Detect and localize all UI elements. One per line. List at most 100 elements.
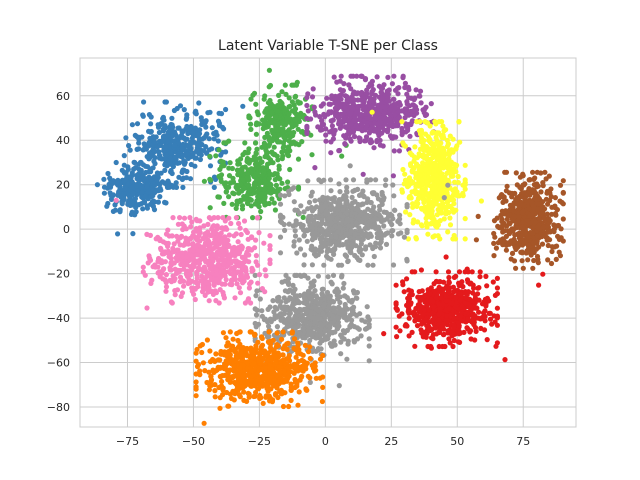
scatter-point [325,274,331,280]
scatter-point [187,247,193,253]
scatter-point [385,74,391,80]
scatter-point [148,176,154,182]
scatter-point [162,167,168,173]
scatter-point [358,238,365,244]
scatter-point [419,189,425,195]
scatter-point [312,230,318,236]
scatter-point [325,195,331,201]
scatter-point [327,129,333,135]
scatter-point [286,95,292,101]
scatter-point [171,241,177,247]
scatter-point [391,73,397,79]
scatter-point [429,130,435,136]
scatter-point [300,326,306,332]
scatter-point [192,285,198,292]
scatter-point [341,115,347,121]
scatter-point [271,132,277,138]
scatter-point [532,175,538,181]
scatter-point [362,225,368,232]
scatter-point [436,208,442,214]
scatter-point [348,247,354,253]
scatter-point [269,196,275,202]
scatter-point [370,262,376,268]
scatter-point [462,162,468,168]
scatter-point [321,262,327,268]
scatter-point [283,91,289,97]
scatter-point [331,251,337,257]
scatter-point [304,227,310,233]
scatter-point [305,327,312,333]
scatter-point [201,178,207,184]
scatter-point [168,299,174,305]
scatter-point [291,199,297,205]
scatter-point [406,121,412,127]
scatter-point [211,215,217,221]
scatter-point [275,157,281,163]
scatter-point [335,296,341,302]
scatter-point [443,204,449,210]
scatter-point [391,96,397,102]
scatter-point [306,199,313,205]
scatter-point [210,252,216,258]
scatter-point [337,87,343,93]
scatter-point [174,256,180,262]
scatter-point [406,195,412,201]
scatter-point [207,205,213,211]
scatter-point [514,244,520,251]
scatter-point [313,253,319,259]
scatter-point [328,220,334,226]
scatter-point [520,265,526,271]
scatter-point [223,189,229,195]
scatter-point [383,177,389,183]
scatter-point [340,242,346,248]
scatter-point [560,238,566,244]
scatter-point [348,321,354,327]
scatter-point [173,184,180,190]
scatter-point [193,252,200,258]
scatter-point [550,228,556,234]
scatter-point [306,213,312,220]
scatter-point [115,231,121,237]
scatter-point [257,199,263,205]
scatter-point [343,231,349,237]
scatter-point [417,119,423,125]
scatter-point [381,331,387,337]
scatter-point [422,119,428,125]
scatter-point [404,101,410,107]
scatter-point [402,143,408,149]
scatter-point [101,176,107,182]
scatter-point [333,234,339,240]
scatter-point [203,118,209,124]
scatter-point [189,241,195,247]
scatter-point [129,122,135,128]
scatter-point [221,200,227,206]
scatter-point [529,200,535,206]
scatter-point [360,201,366,207]
scatter-point [244,229,250,236]
scatter-point [380,95,386,101]
scatter-point [439,158,445,165]
scatter-point [255,280,261,286]
scatter-point [200,235,206,242]
scatter-point [365,262,371,268]
scatter-point [449,206,455,212]
scatter-point [189,135,195,141]
scatter-point [280,153,286,159]
scatter-point [304,102,310,109]
scatter-point [475,213,481,219]
scatter-point [390,182,396,188]
scatter-point [266,143,272,149]
scatter-point [318,338,324,344]
scatter-point [528,190,534,196]
scatter-point [172,276,178,282]
scatter-point [433,278,439,284]
scatter-point [514,196,520,202]
scatter-point [500,210,506,216]
scatter-point [196,100,202,106]
scatter-point [293,141,299,147]
scatter-point [206,285,212,291]
scatter-point [336,238,342,244]
scatter-point [220,248,226,254]
scatter-point [316,300,322,307]
scatter-point [262,202,268,208]
